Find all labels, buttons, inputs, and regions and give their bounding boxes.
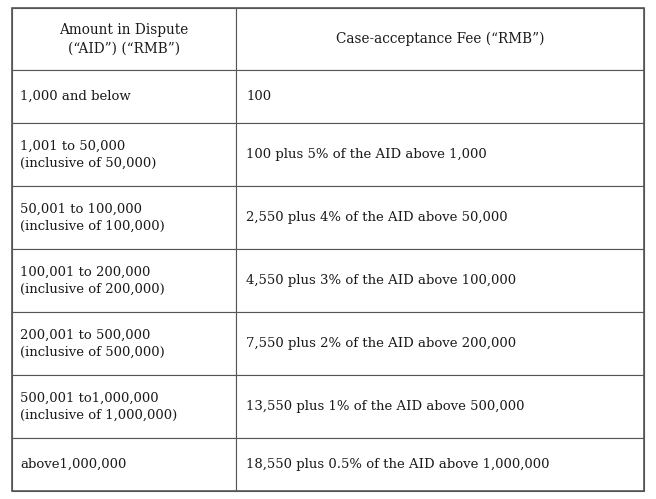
Bar: [12, 312, 236, 375]
Text: 2,550 plus 4% of the AID above 50,000: 2,550 plus 4% of the AID above 50,000: [247, 211, 508, 224]
Bar: [236, 249, 644, 312]
Bar: [236, 186, 644, 249]
Bar: [236, 123, 644, 186]
Text: Case-acceptance Fee (“RMB”): Case-acceptance Fee (“RMB”): [336, 32, 544, 46]
Text: 100,001 to 200,000
(inclusive of 200,000): 100,001 to 200,000 (inclusive of 200,000…: [20, 265, 165, 295]
Text: 13,550 plus 1% of the AID above 500,000: 13,550 plus 1% of the AID above 500,000: [247, 400, 525, 413]
Text: 500,001 to1,000,000
(inclusive of 1,000,000): 500,001 to1,000,000 (inclusive of 1,000,…: [20, 392, 177, 422]
Text: 100 plus 5% of the AID above 1,000: 100 plus 5% of the AID above 1,000: [247, 148, 487, 161]
Bar: [12, 70, 236, 123]
Bar: [12, 375, 236, 438]
Text: 18,550 plus 0.5% of the AID above 1,000,000: 18,550 plus 0.5% of the AID above 1,000,…: [247, 458, 550, 471]
Bar: [12, 123, 236, 186]
Text: Amount in Dispute
(“AID”) (“RMB”): Amount in Dispute (“AID”) (“RMB”): [60, 23, 189, 55]
Bar: [12, 8, 236, 70]
Text: 50,001 to 100,000
(inclusive of 100,000): 50,001 to 100,000 (inclusive of 100,000): [20, 203, 165, 233]
Bar: [12, 186, 236, 249]
Bar: [236, 312, 644, 375]
Text: 7,550 plus 2% of the AID above 200,000: 7,550 plus 2% of the AID above 200,000: [247, 337, 516, 350]
Text: above1,000,000: above1,000,000: [20, 458, 127, 471]
Text: 4,550 plus 3% of the AID above 100,000: 4,550 plus 3% of the AID above 100,000: [247, 274, 516, 287]
Bar: [236, 8, 644, 70]
Bar: [12, 438, 236, 491]
Text: 1,000 and below: 1,000 and below: [20, 90, 131, 103]
Text: 1,001 to 50,000
(inclusive of 50,000): 1,001 to 50,000 (inclusive of 50,000): [20, 139, 156, 169]
Bar: [12, 249, 236, 312]
Bar: [236, 438, 644, 491]
Text: 100: 100: [247, 90, 272, 103]
Bar: [236, 70, 644, 123]
Bar: [236, 375, 644, 438]
Text: 200,001 to 500,000
(inclusive of 500,000): 200,001 to 500,000 (inclusive of 500,000…: [20, 328, 165, 359]
